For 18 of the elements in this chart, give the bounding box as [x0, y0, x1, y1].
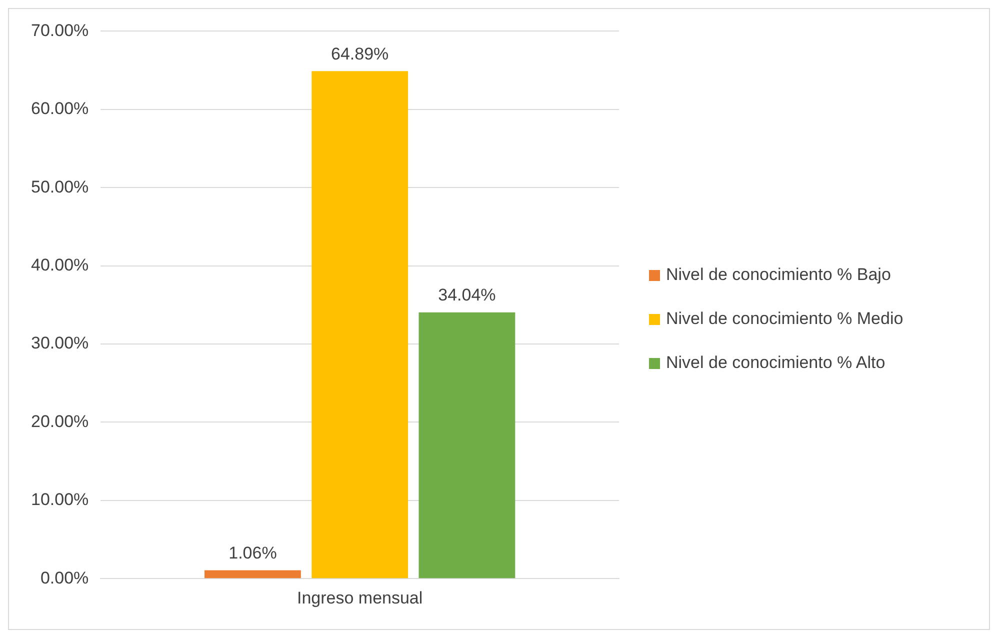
- y-tick-label: 10.00%: [30, 490, 89, 510]
- data-label: 64.89%: [330, 44, 389, 64]
- legend-label: Nivel de conocimiento % Bajo: [666, 264, 891, 286]
- data-label: 34.04%: [438, 286, 496, 305]
- y-tick-label: 70.00%: [30, 20, 89, 40]
- legend-label: Nivel de conocimiento % Medio: [666, 308, 904, 330]
- bar: [418, 312, 516, 578]
- y-tick-label: 0.00%: [40, 568, 89, 588]
- y-tick-label: 50.00%: [30, 177, 89, 196]
- x-tick-label: Ingreso mensual: [296, 588, 423, 608]
- y-tick-label: 20.00%: [30, 412, 89, 431]
- bar: [312, 71, 408, 578]
- y-tick-label: 30.00%: [30, 334, 89, 353]
- legend-label: Nivel de conocimiento % Alto: [666, 352, 886, 374]
- y-tick-label: 60.00%: [30, 99, 89, 118]
- bar: [204, 570, 301, 578]
- data-label: 1.06%: [228, 544, 277, 562]
- y-tick-label: 40.00%: [30, 255, 89, 274]
